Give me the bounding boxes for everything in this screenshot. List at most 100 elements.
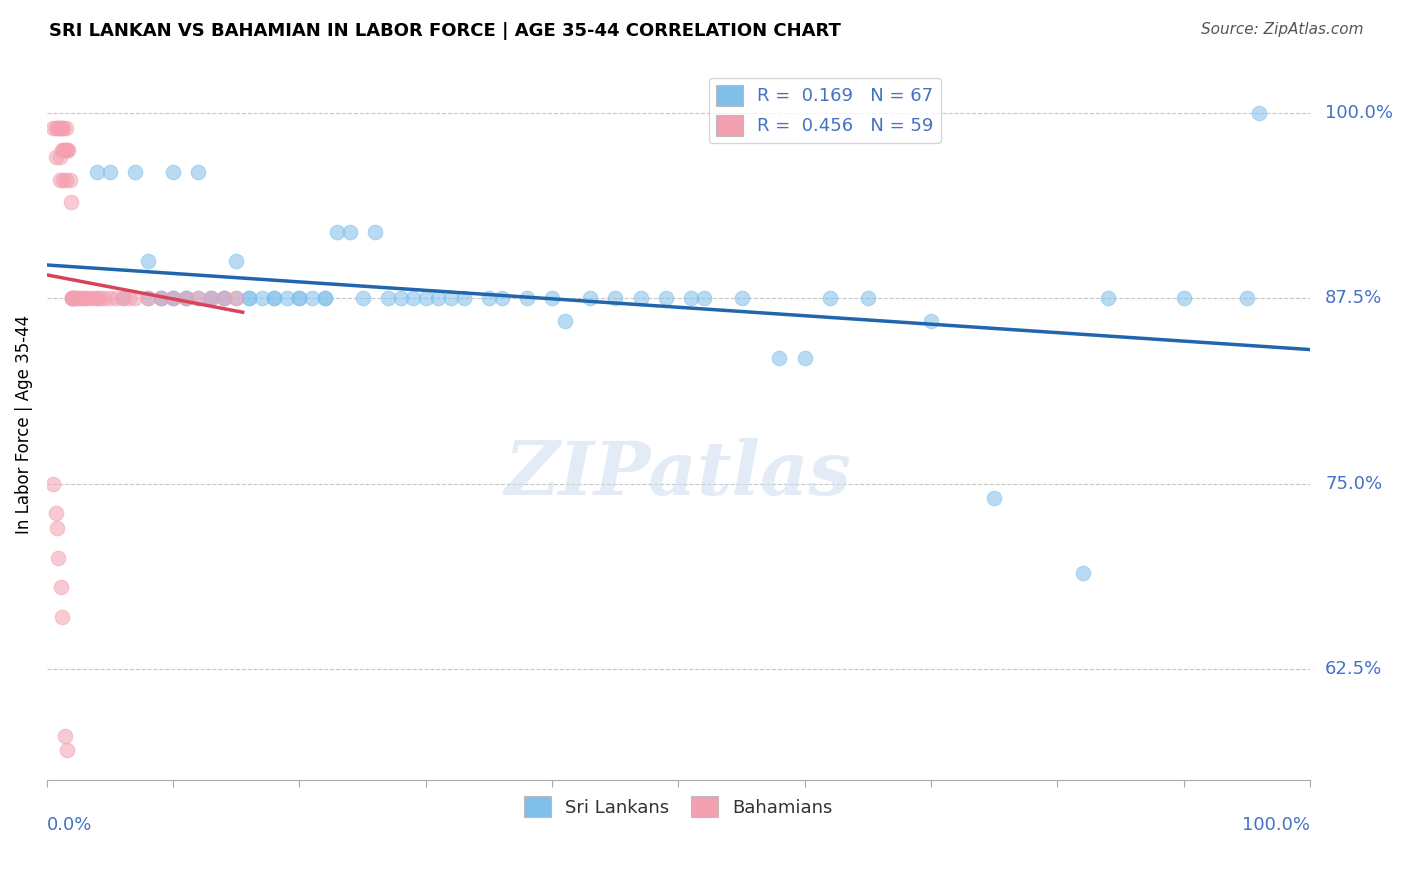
Point — [48, 151, 70, 165]
Point — [162, 165, 184, 179]
Point — [225, 291, 247, 305]
Point — [730, 291, 752, 305]
Point — [73, 291, 96, 305]
Point — [42, 476, 65, 491]
Point — [60, 291, 83, 305]
Point — [60, 291, 83, 305]
Point — [768, 351, 790, 365]
Point — [46, 550, 69, 565]
Point — [136, 254, 159, 268]
Point — [65, 291, 87, 305]
Point — [89, 291, 111, 305]
Point — [51, 143, 73, 157]
Point — [53, 143, 76, 157]
Point — [51, 610, 73, 624]
Point — [250, 291, 273, 305]
Text: Source: ZipAtlas.com: Source: ZipAtlas.com — [1201, 22, 1364, 37]
Point — [69, 291, 91, 305]
Point — [352, 291, 374, 305]
Point — [62, 291, 84, 305]
Text: 0.0%: 0.0% — [46, 815, 93, 834]
Point — [52, 143, 75, 157]
Point — [60, 291, 83, 305]
Point — [76, 291, 98, 305]
Point — [225, 291, 247, 305]
Point — [187, 291, 209, 305]
Point — [314, 291, 336, 305]
Point — [124, 291, 146, 305]
Point — [98, 291, 121, 305]
Point — [1071, 566, 1094, 580]
Point — [67, 291, 90, 305]
Point — [93, 291, 115, 305]
Point — [276, 291, 298, 305]
Point — [655, 291, 678, 305]
Point — [174, 291, 197, 305]
Point — [86, 291, 108, 305]
Point — [49, 580, 72, 594]
Y-axis label: In Labor Force | Age 35-44: In Labor Force | Age 35-44 — [15, 315, 32, 533]
Point — [53, 729, 76, 743]
Point — [80, 291, 103, 305]
Point — [48, 120, 70, 135]
Point — [174, 291, 197, 305]
Point — [427, 291, 450, 305]
Point — [288, 291, 311, 305]
Point — [86, 165, 108, 179]
Point — [105, 291, 128, 305]
Point — [263, 291, 285, 305]
Point — [225, 254, 247, 268]
Point — [42, 120, 65, 135]
Point — [377, 291, 399, 305]
Point — [187, 291, 209, 305]
Point — [1173, 291, 1195, 305]
Point — [136, 291, 159, 305]
Text: 100.0%: 100.0% — [1241, 815, 1310, 834]
Point — [314, 291, 336, 305]
Point — [920, 313, 942, 327]
Point — [200, 291, 222, 305]
Point — [415, 291, 437, 305]
Point — [59, 172, 82, 186]
Point — [48, 120, 70, 135]
Point — [111, 291, 134, 305]
Point — [55, 172, 77, 186]
Point — [402, 291, 425, 305]
Point — [1097, 291, 1119, 305]
Point — [118, 291, 141, 305]
Point — [60, 291, 83, 305]
Point — [52, 172, 75, 186]
Point — [478, 291, 501, 305]
Point — [149, 291, 172, 305]
Point — [56, 143, 79, 157]
Point — [238, 291, 260, 305]
Point — [46, 521, 69, 535]
Point — [692, 291, 714, 305]
Point — [263, 291, 285, 305]
Point — [301, 291, 323, 305]
Point — [83, 291, 105, 305]
Text: 100.0%: 100.0% — [1324, 104, 1393, 122]
Point — [149, 291, 172, 305]
Point — [51, 120, 73, 135]
Point — [46, 120, 69, 135]
Point — [453, 291, 475, 305]
Point — [136, 291, 159, 305]
Point — [679, 291, 702, 305]
Point — [212, 291, 235, 305]
Point — [339, 225, 361, 239]
Point — [605, 291, 627, 305]
Point — [58, 143, 80, 157]
Point — [212, 291, 235, 305]
Point — [149, 291, 172, 305]
Point — [288, 291, 311, 305]
Legend: Sri Lankans, Bahamians: Sri Lankans, Bahamians — [516, 789, 841, 824]
Point — [55, 120, 77, 135]
Point — [72, 291, 94, 305]
Point — [516, 291, 538, 305]
Point — [541, 291, 564, 305]
Point — [238, 291, 260, 305]
Point — [124, 165, 146, 179]
Point — [187, 165, 209, 179]
Point — [856, 291, 879, 305]
